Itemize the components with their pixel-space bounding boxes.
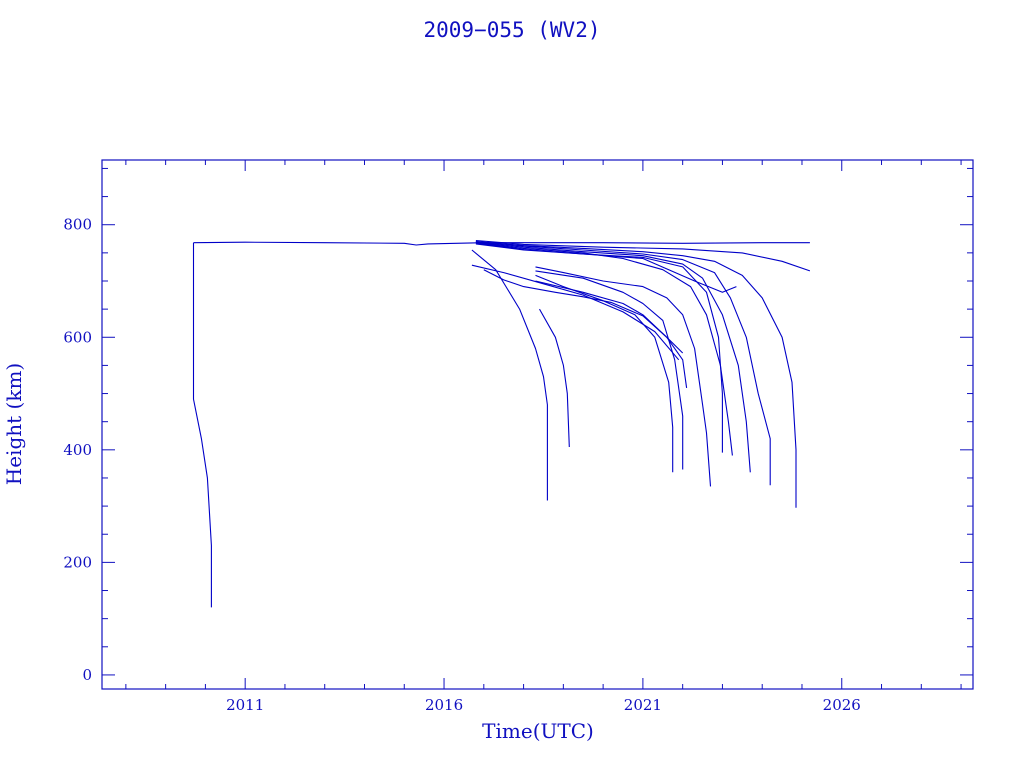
x-tick-label: 2011 — [226, 696, 264, 714]
axis-ticks — [102, 160, 973, 689]
series-line-17 — [483, 269, 684, 354]
y-axis-label: Height (km) — [2, 363, 26, 485]
x-axis-label: Time(UTC) — [482, 719, 594, 743]
series-line-13 — [471, 264, 680, 361]
plot-frame — [101, 159, 974, 690]
series-line-1 — [193, 241, 810, 246]
y-tick-label: 200 — [63, 553, 92, 571]
x-tick-label: 2021 — [624, 696, 662, 714]
series-line-9 — [475, 243, 737, 293]
series-line-14 — [535, 280, 688, 388]
y-tick-label: 0 — [82, 666, 92, 684]
series-line-15 — [471, 249, 548, 501]
series-line-10 — [535, 266, 712, 487]
x-tick-label: 2016 — [425, 696, 463, 714]
series-line-16 — [539, 308, 570, 448]
series-layer — [192, 239, 811, 608]
series-line-2 — [192, 242, 212, 608]
tick-labels: 2011 2016 2021 2026 0 200 400 600 800 — [63, 216, 860, 714]
chart-title: 2009−055 (WV2) — [423, 18, 600, 42]
series-line-6 — [475, 241, 751, 473]
y-tick-label: 800 — [63, 216, 92, 234]
series-line-11 — [535, 270, 684, 470]
series-line-7 — [475, 242, 733, 456]
series-line-5 — [475, 241, 771, 486]
series-line-12 — [535, 274, 674, 473]
series-line-3 — [475, 239, 811, 272]
y-tick-label: 400 — [63, 441, 92, 459]
x-tick-label: 2026 — [823, 696, 861, 714]
y-tick-label: 600 — [63, 328, 92, 346]
series-line-4 — [475, 241, 797, 508]
